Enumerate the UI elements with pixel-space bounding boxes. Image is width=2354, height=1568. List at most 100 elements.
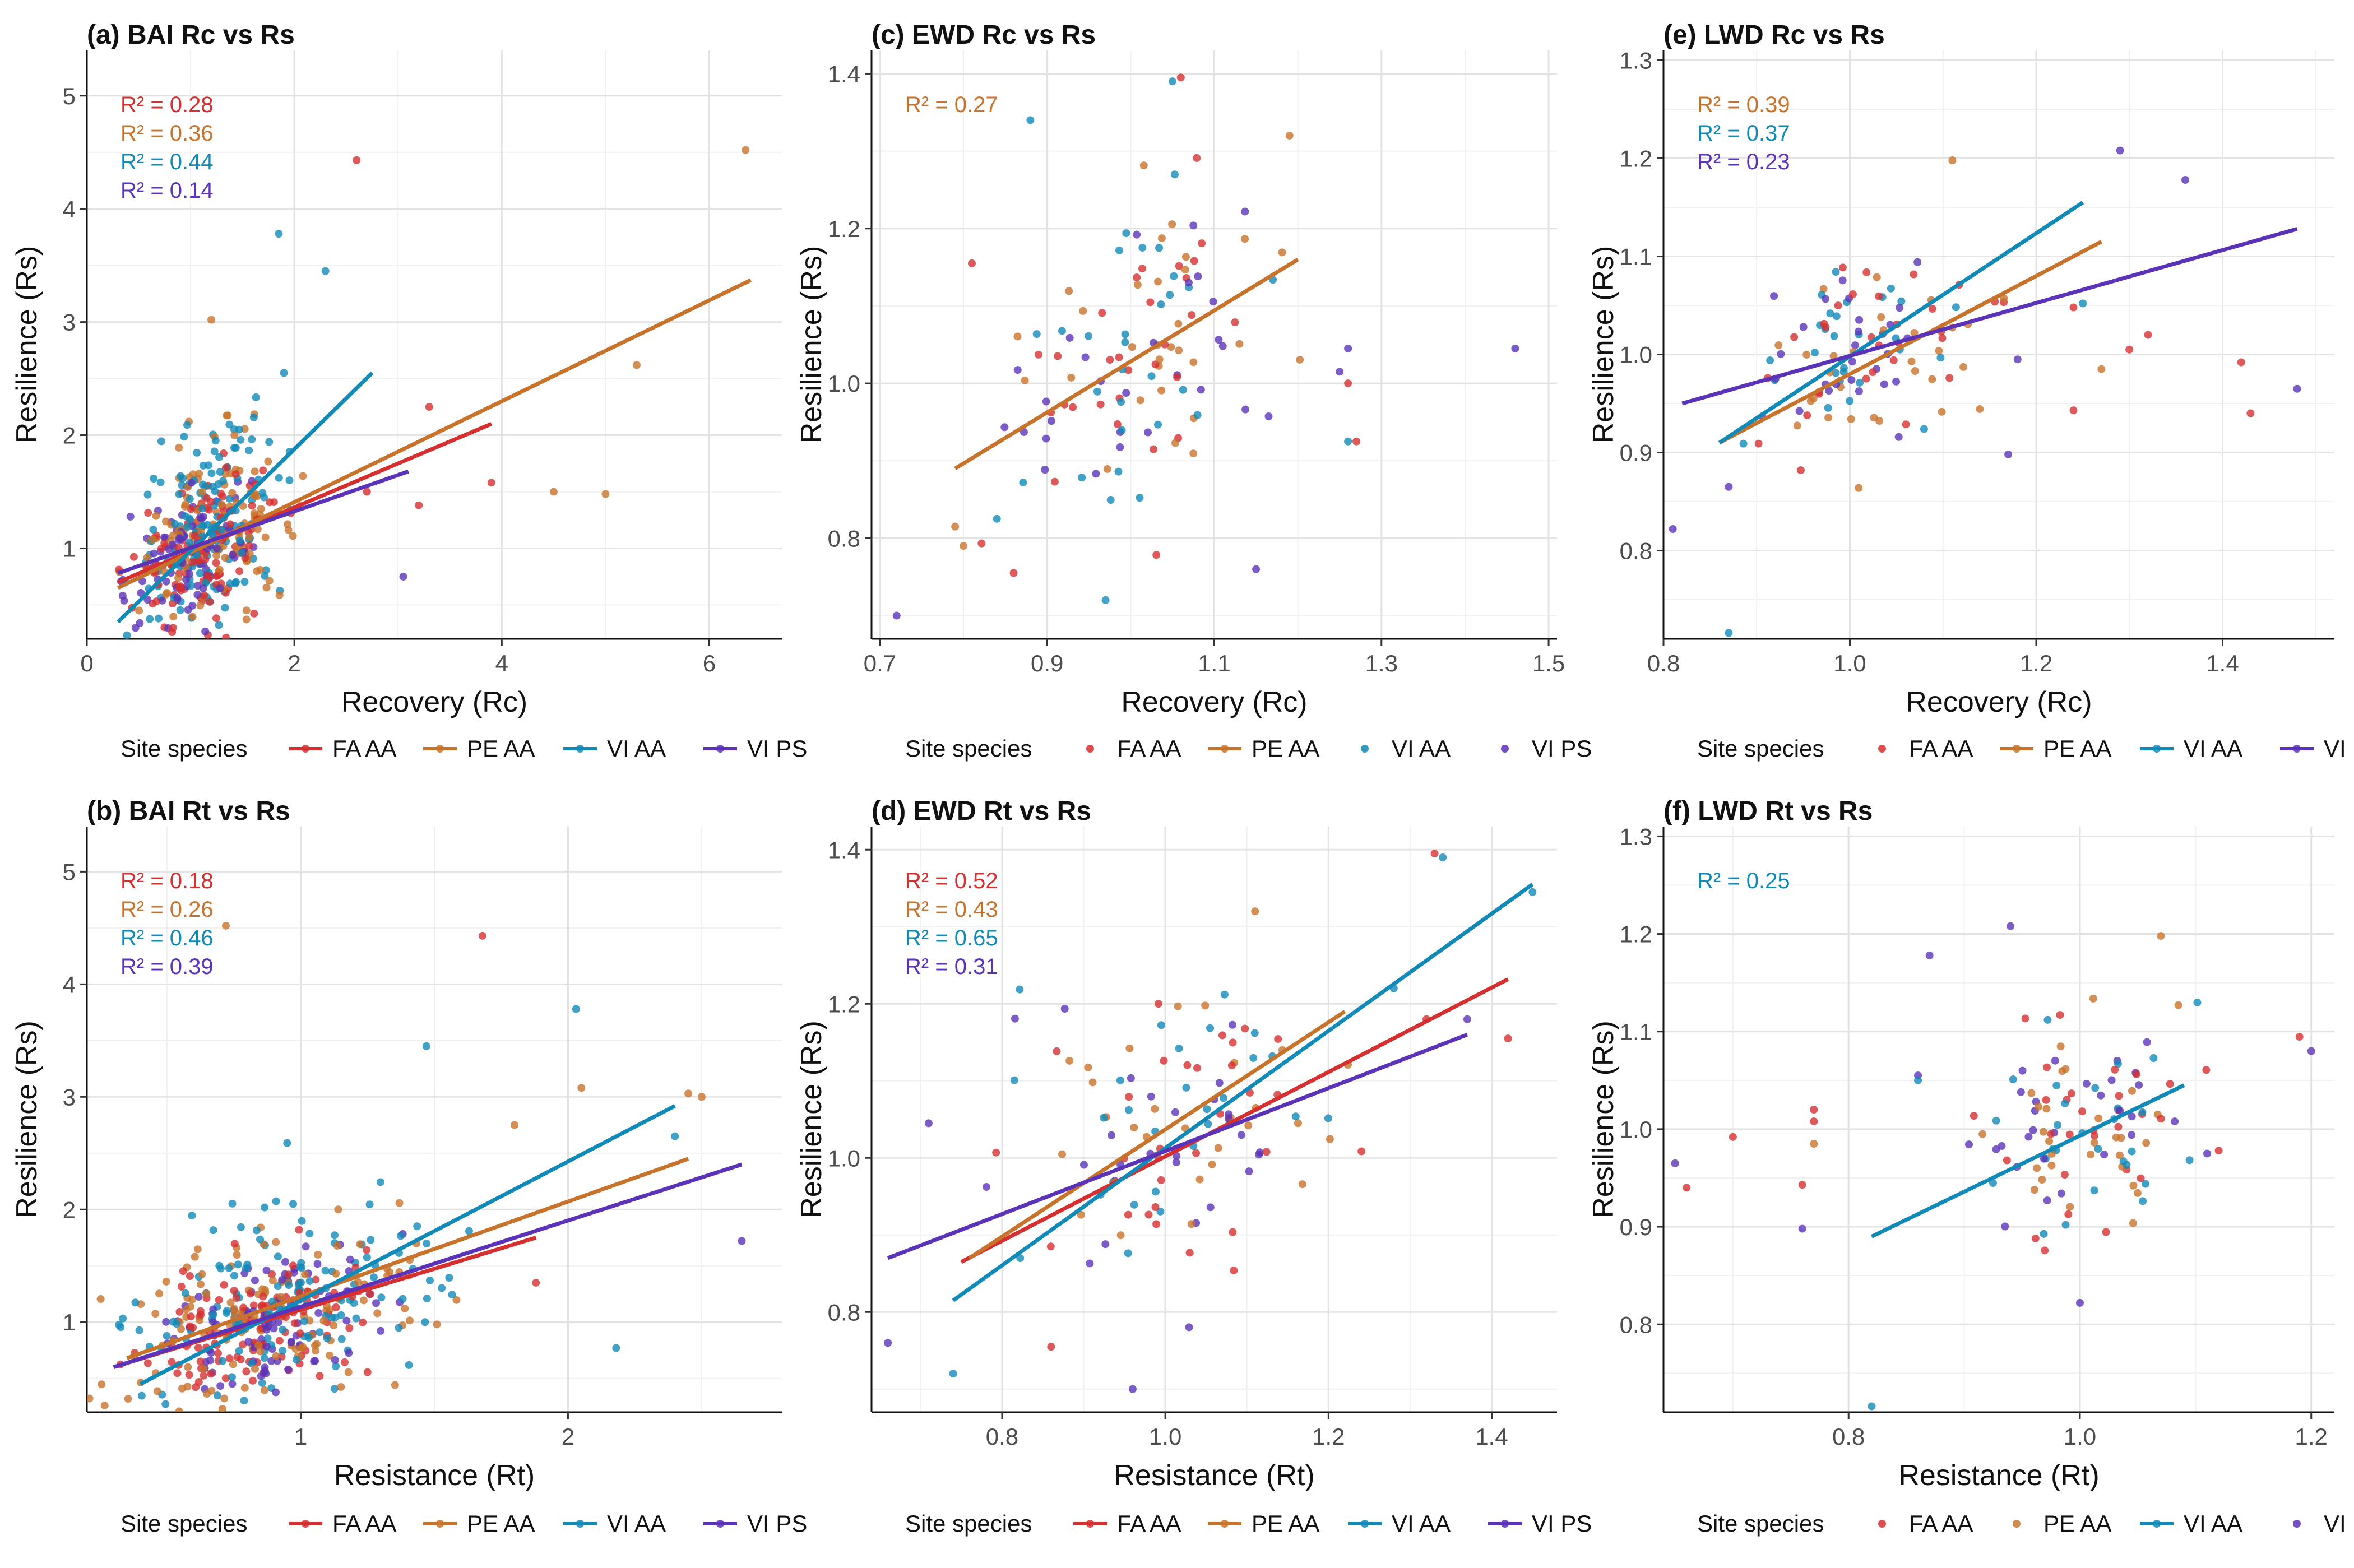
scatter-point [1215, 336, 1223, 344]
scatter-point [314, 1250, 322, 1259]
scatter-point [1880, 380, 1888, 388]
scatter-point [2128, 1112, 2136, 1121]
legend-entry-label: VI AA [2184, 735, 2242, 762]
scatter-point [438, 1284, 446, 1292]
scatter-point [124, 1395, 132, 1403]
scatter-point [168, 628, 177, 637]
r2-label: R² = 0.31 [905, 954, 998, 979]
scatter-point [2054, 1121, 2062, 1129]
scatter-point [1122, 389, 1130, 397]
fit-line [954, 258, 1299, 471]
scatter-point [1854, 327, 1862, 336]
scatter-point [270, 1324, 278, 1333]
scatter-point [1000, 423, 1009, 432]
scatter-point [1136, 396, 1144, 405]
scatter-point [2033, 1164, 2041, 1172]
scatter-point [215, 621, 223, 629]
scatter-point [1179, 386, 1187, 394]
x-axis-title: Recovery (Rc) [1121, 686, 1307, 718]
y-tick-label: 0.9 [1620, 440, 1652, 466]
scatter-point [237, 1223, 245, 1231]
scatter-point [1021, 376, 1029, 384]
scatter-point [1113, 420, 1122, 429]
scatter-point [2004, 451, 2013, 458]
panel-title: (f) LWD Rt vs Rs [1663, 796, 1873, 826]
scatter-point [1851, 341, 1859, 350]
scatter-point [341, 1358, 349, 1366]
scatter-point [1897, 297, 1906, 305]
scatter-point [1810, 1140, 1818, 1148]
scatter-point [1822, 295, 1830, 303]
scatter-point [2051, 1056, 2059, 1065]
scatter-point [2043, 1063, 2051, 1071]
legend-key-point [1878, 745, 1886, 753]
legend-entry-label: FA AA [1117, 735, 1181, 762]
y-tick-label: 1 [63, 1309, 76, 1335]
scatter-point [211, 437, 220, 445]
legend-entry-label: VI PS [1532, 735, 1592, 762]
scatter-point [257, 1372, 265, 1380]
scatter-point [221, 554, 229, 562]
scatter-point [256, 1347, 265, 1356]
scatter-point [240, 1397, 248, 1405]
x-tick-label: 1.4 [1475, 1423, 1508, 1450]
y-tick-label: 1.3 [1620, 48, 1652, 74]
scatter-point [601, 490, 610, 498]
scatter-point [1839, 368, 1848, 376]
scatter-point [1855, 316, 1864, 324]
legend-key-point [1086, 1520, 1094, 1528]
scatter-point [612, 1344, 620, 1352]
scatter-point [1058, 327, 1066, 335]
scatter-point [1770, 292, 1778, 300]
scatter-point [245, 533, 254, 541]
scatter-point [1970, 1112, 1978, 1120]
scatter-point [225, 420, 234, 429]
scatter-point [1117, 398, 1125, 406]
scatter-point [1868, 1402, 1876, 1411]
legend: Site species FA AA PE AA VI AA VI PS [905, 735, 1592, 762]
scatter-point [1133, 230, 1141, 239]
scatter-point [319, 1316, 328, 1325]
scatter-point [1225, 1110, 1233, 1119]
scatter-point [298, 1217, 306, 1225]
scatter-point [2174, 1001, 2182, 1009]
scatter-point [2237, 358, 2245, 367]
scatter-point [283, 1139, 291, 1147]
scatter-point [1187, 1220, 1195, 1228]
scatter-point [363, 1368, 372, 1376]
scatter-point [1060, 1005, 1069, 1013]
scatter-point [1108, 1131, 1116, 1139]
scatter-point [197, 1310, 205, 1319]
legend-entry-label: VI AA [607, 1510, 666, 1537]
scatter-point [297, 1344, 305, 1352]
legend-key-point [2013, 1520, 2021, 1528]
scatter-point [284, 1365, 293, 1374]
scatter-point [196, 601, 205, 610]
scatter-point [1241, 1024, 1249, 1033]
scatter-point [1114, 467, 1123, 476]
scatter-point [1214, 1144, 1222, 1152]
scatter-point [238, 549, 246, 557]
y-tick-label: 0.8 [828, 525, 860, 551]
fit-line [113, 1162, 743, 1369]
scatter-point [1914, 1076, 1922, 1084]
scatter-point [194, 1292, 203, 1301]
scatter-point [1824, 403, 1832, 412]
scatter-point [1124, 1210, 1132, 1219]
scatter-point [1250, 1029, 1259, 1037]
scatter-point [181, 512, 189, 521]
scatter-point [1124, 1249, 1132, 1258]
scatter-point [296, 1329, 304, 1338]
scatter-point [184, 1363, 192, 1371]
scatter-point [2114, 1060, 2122, 1068]
scatter-point [365, 1200, 374, 1209]
scatter-point [285, 476, 294, 485]
scatter-point [207, 469, 216, 477]
scatter-point [1237, 1131, 1245, 1139]
scatter-point [1344, 437, 1352, 446]
scatter-point [2017, 1088, 2025, 1096]
y-axis-title: Resilience (Rs) [795, 1020, 828, 1218]
scatter-point [2069, 406, 2078, 415]
scatter-point [397, 1232, 405, 1240]
scatter-point [422, 1042, 430, 1050]
